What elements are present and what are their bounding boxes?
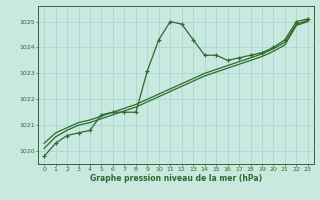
X-axis label: Graphe pression niveau de la mer (hPa): Graphe pression niveau de la mer (hPa) — [90, 174, 262, 183]
